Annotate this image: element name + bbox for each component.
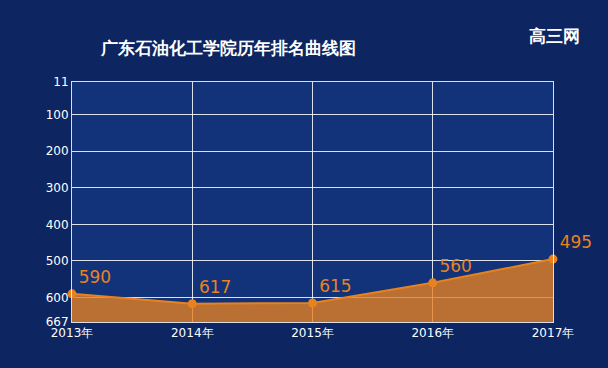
svg-text:2015年: 2015年	[291, 326, 334, 340]
svg-text:2013年: 2013年	[51, 326, 94, 340]
svg-text:高三网: 高三网	[529, 26, 580, 46]
svg-text:400: 400	[46, 218, 69, 232]
svg-text:11: 11	[53, 75, 68, 89]
svg-text:615: 615	[319, 276, 351, 296]
svg-text:560: 560	[439, 256, 471, 276]
svg-text:300: 300	[46, 181, 69, 195]
svg-text:2014年: 2014年	[171, 326, 214, 340]
svg-text:495: 495	[560, 232, 592, 252]
svg-text:广东石油化工学院历年排名曲线图: 广东石油化工学院历年排名曲线图	[100, 38, 356, 58]
svg-text:2016年: 2016年	[411, 326, 454, 340]
svg-text:200: 200	[46, 144, 69, 158]
svg-text:590: 590	[79, 267, 111, 287]
svg-text:100: 100	[46, 108, 69, 122]
svg-text:500: 500	[46, 254, 69, 268]
svg-text:667: 667	[46, 315, 69, 329]
svg-text:2017年: 2017年	[532, 326, 575, 340]
svg-text:617: 617	[199, 277, 231, 297]
svg-text:600: 600	[46, 291, 69, 305]
